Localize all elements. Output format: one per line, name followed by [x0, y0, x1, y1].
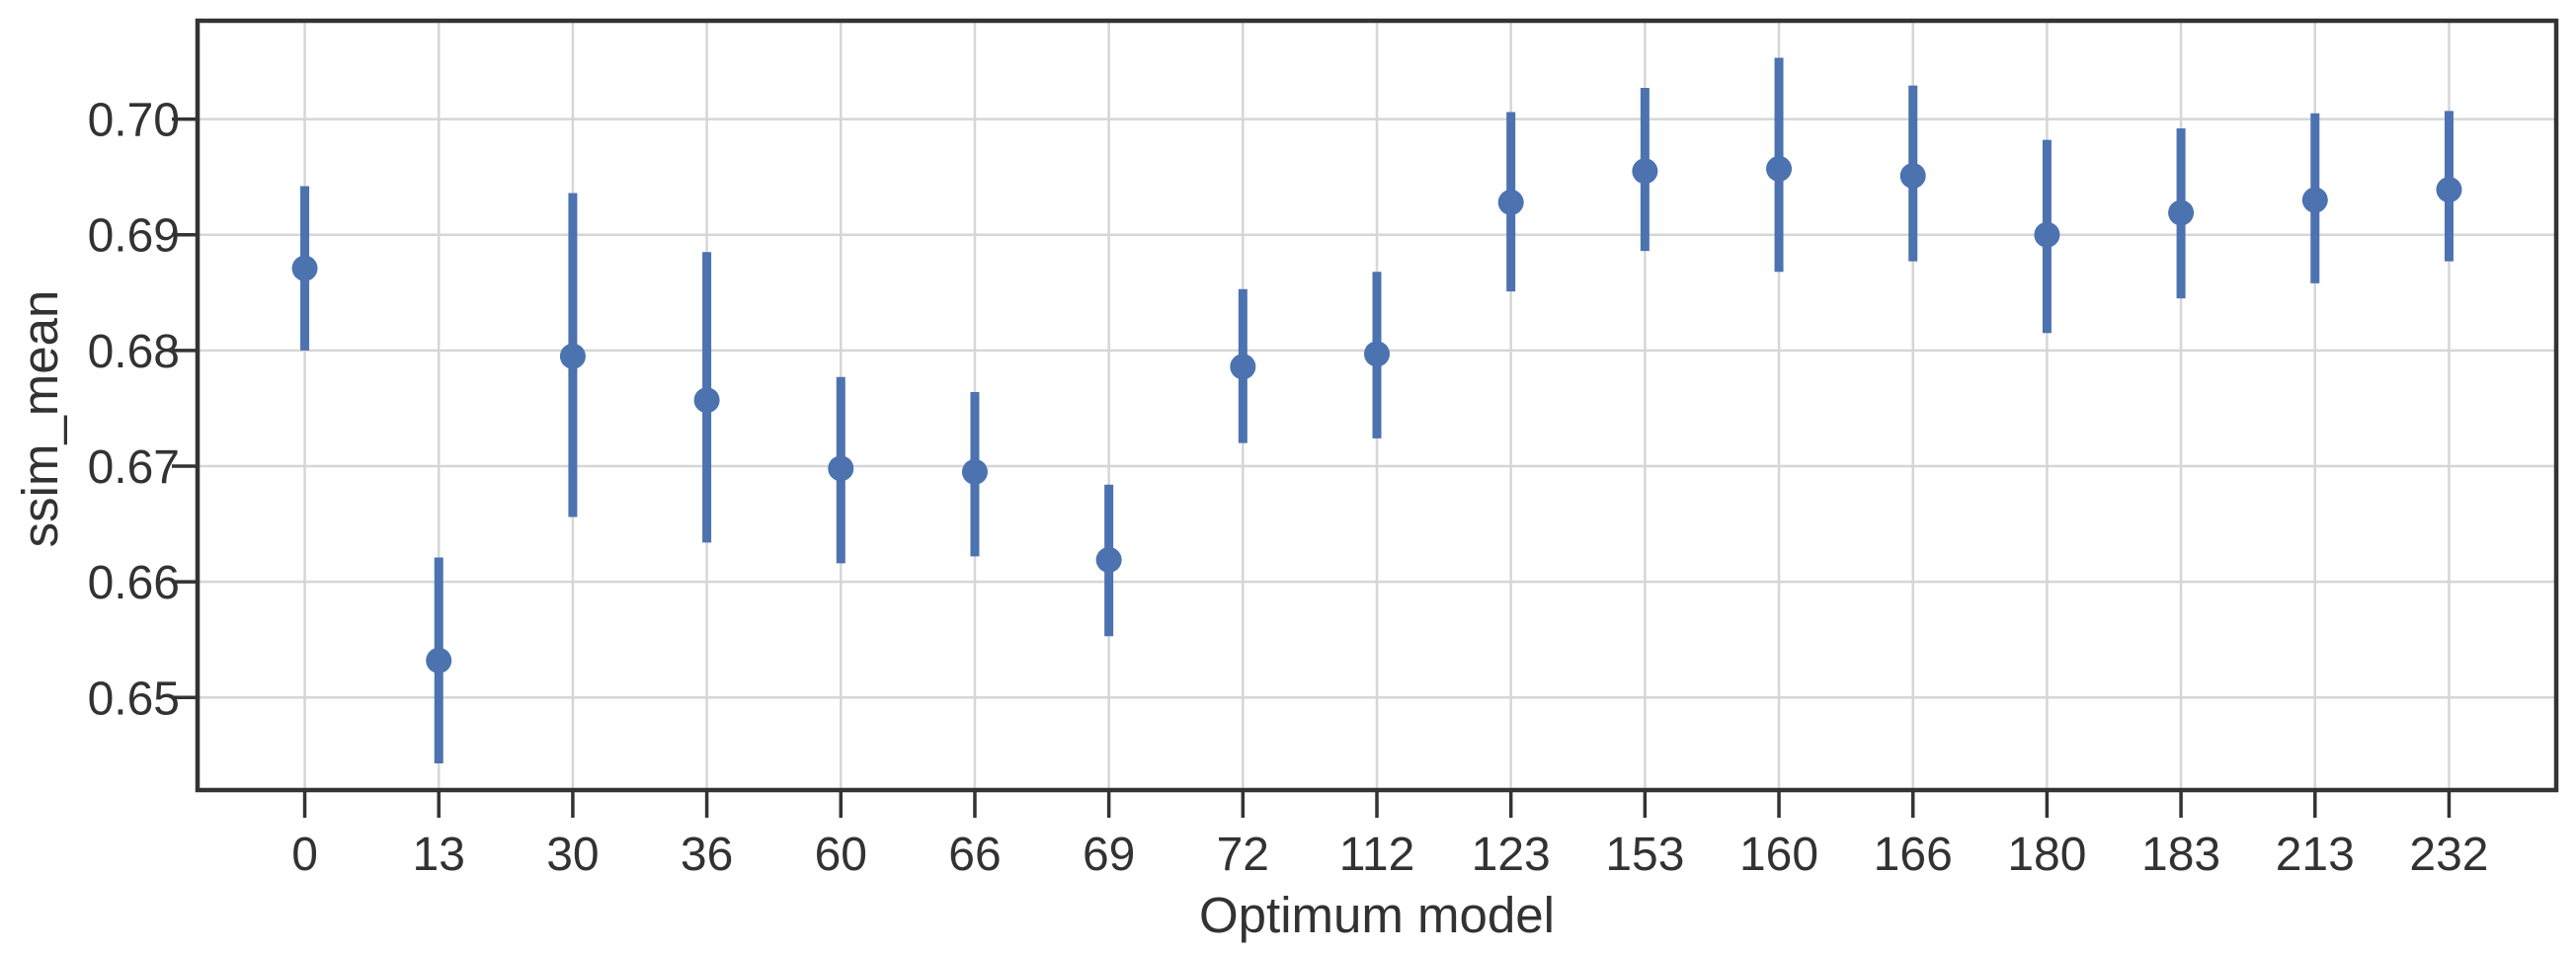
x-tick-label: 183 — [2141, 829, 2220, 881]
point-marker — [291, 255, 318, 281]
y-tick-label: 0.67 — [88, 441, 180, 494]
point-marker — [1899, 162, 1926, 189]
x-tick-label: 13 — [413, 829, 465, 881]
point-marker — [559, 343, 586, 369]
x-tick-label: 153 — [1605, 829, 1684, 881]
point-marker — [1497, 189, 1524, 215]
y-tick-label: 0.68 — [88, 326, 180, 378]
x-tick-label: 0 — [291, 829, 318, 881]
x-tick-label: 72 — [1217, 829, 1269, 881]
point-marker — [1632, 158, 1658, 185]
tick-layer — [172, 117, 2452, 818]
point-marker — [2301, 187, 2328, 213]
y-tick-label: 0.69 — [88, 210, 180, 263]
data-layer — [291, 57, 2462, 764]
x-tick-label: 36 — [681, 829, 733, 881]
point-marker — [1766, 155, 1793, 182]
y-tick-label: 0.66 — [88, 557, 180, 609]
x-tick-label: 30 — [546, 829, 599, 881]
y-axis-label: ssim_mean — [12, 290, 68, 548]
point-marker — [426, 647, 452, 674]
x-tick-label: 232 — [2409, 829, 2488, 881]
plot-border — [195, 18, 2559, 793]
tick-label-layer: 0 13 30 36 60 66 69 72 112 123 153 160 166 180 183 213 2… — [88, 95, 2489, 881]
point-marker — [1095, 546, 1122, 573]
y-tick-label: 0.70 — [88, 95, 180, 147]
point-marker — [1230, 354, 1256, 380]
point-marker — [961, 458, 988, 485]
y-tick-label: 0.65 — [88, 673, 180, 725]
point-marker — [1364, 341, 1390, 367]
x-tick-label: 123 — [1472, 829, 1551, 881]
x-tick-label: 69 — [1083, 829, 1135, 881]
point-marker — [828, 455, 854, 482]
x-tick-label: 166 — [1874, 829, 1953, 881]
x-axis-label: Optimum model — [1199, 887, 1555, 943]
x-tick-label: 60 — [815, 829, 867, 881]
x-tick-label: 160 — [1739, 829, 1818, 881]
point-marker — [2168, 199, 2195, 226]
x-tick-label: 180 — [2007, 829, 2086, 881]
point-marker — [2436, 177, 2462, 203]
x-tick-label: 213 — [2276, 829, 2355, 881]
x-tick-label: 66 — [948, 829, 1001, 881]
point-marker — [693, 387, 720, 414]
point-marker — [2034, 221, 2060, 248]
x-tick-label: 112 — [1339, 829, 1415, 881]
